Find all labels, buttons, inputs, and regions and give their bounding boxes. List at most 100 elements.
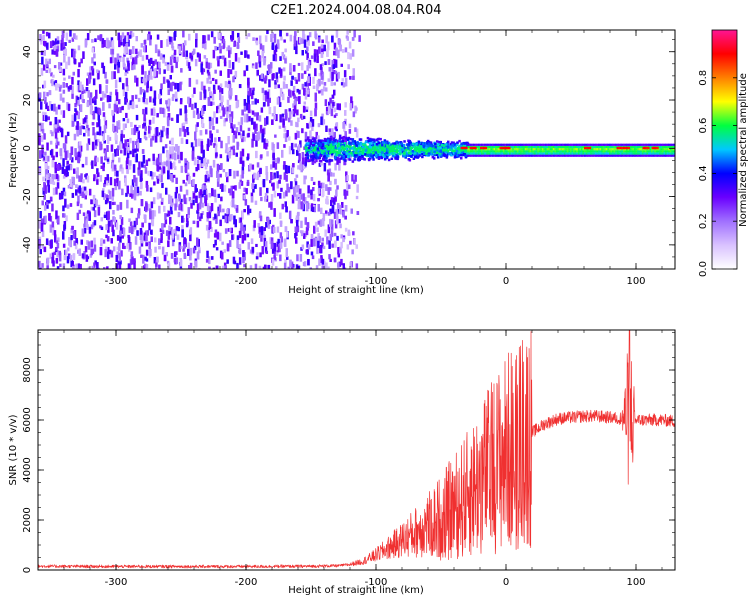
heatmap-cell: [495, 154, 498, 157]
heatmap-cell: [228, 169, 232, 177]
heatmap-cell: [274, 158, 278, 163]
heatmap-cell: [323, 137, 327, 141]
heatmap-cell: [268, 202, 271, 208]
heatmap-cell: [44, 156, 48, 162]
heatmap-cell: [219, 55, 222, 59]
heatmap-cell: [535, 145, 538, 149]
heatmap-cell: [77, 195, 80, 204]
heatmap-cell: [54, 234, 57, 243]
heatmap-cell: [125, 77, 129, 87]
heatmap-cell: [147, 170, 150, 176]
heatmap-cell: [131, 128, 134, 135]
heatmap-cell: [290, 263, 294, 269]
heatmap-cell: [152, 117, 155, 124]
heatmap-cell: [168, 225, 171, 232]
heatmap-cell: [130, 207, 134, 214]
heatmap-cell: [141, 235, 144, 244]
heatmap-cell: [184, 40, 187, 46]
heatmap-cell: [351, 139, 354, 142]
heatmap-cell: [161, 223, 164, 230]
heatmap-cell: [108, 95, 112, 102]
heatmap-cell: [372, 138, 376, 141]
heatmap-cell: [45, 42, 49, 48]
heatmap-cell: [277, 238, 280, 244]
heatmap-cell: [247, 100, 250, 108]
heatmap-cell: [484, 154, 487, 157]
heatmap-cell: [344, 131, 347, 137]
heatmap-cell: [284, 259, 287, 264]
heatmap-cell: [265, 222, 268, 228]
heatmap-cell: [563, 150, 566, 153]
heatmap-cell: [355, 263, 359, 269]
heatmap-cell: [546, 145, 549, 149]
heatmap-cell: [117, 65, 120, 74]
heatmap-cell: [482, 154, 485, 157]
heatmap-cell: [182, 30, 185, 38]
heatmap-cell: [601, 154, 604, 157]
heatmap-cell: [479, 154, 482, 157]
heatmap-cell: [176, 114, 179, 123]
heatmap-cell: [306, 222, 310, 228]
heatmap-cell: [378, 147, 382, 150]
heatmap-cell: [306, 52, 309, 60]
heatmap-cell: [261, 246, 264, 255]
heatmap-cell: [357, 159, 361, 162]
heatmap-cell: [320, 207, 323, 214]
heatmap-cell: [507, 143, 510, 146]
heatmap-cell: [251, 247, 255, 253]
heatmap-cell: [269, 64, 273, 74]
heatmap-cell: [186, 220, 189, 226]
heatmap-cell: [58, 250, 61, 256]
heatmap-cell: [467, 150, 470, 153]
heatmap-cell: [166, 260, 170, 264]
heatmap-cell: [180, 151, 183, 161]
heatmap-cell: [271, 113, 275, 117]
heatmap-cell: [71, 120, 74, 127]
heatmap-cell: [378, 149, 382, 152]
heatmap-cell: [366, 150, 370, 153]
heatmap-cell: [409, 150, 413, 154]
heatmap-cell: [62, 231, 65, 240]
heatmap-cell: [243, 209, 246, 213]
heatmap-cell: [349, 240, 352, 245]
heatmap-cell: [141, 162, 144, 166]
heatmap-cell: [518, 148, 521, 151]
heatmap-cell: [231, 31, 235, 40]
heatmap-cell: [90, 206, 94, 211]
heatmap-cell: [247, 104, 251, 114]
heatmap-cell: [345, 171, 348, 177]
heatmap-cell: [273, 33, 277, 43]
heatmap-cell: [555, 148, 559, 151]
heatmap-cell: [324, 148, 328, 151]
heatmap-cell: [202, 149, 205, 159]
heatmap-cell: [496, 148, 499, 151]
heatmap-cell: [309, 147, 312, 150]
heatmap-cell: [49, 150, 53, 156]
heatmap-cell: [335, 189, 338, 197]
heatmap-cell: [72, 253, 76, 261]
heatmap-cell: [248, 116, 251, 122]
heatmap-cell: [524, 143, 527, 146]
heatmap-cell: [114, 168, 117, 172]
heatmap-cell: [83, 89, 86, 94]
heatmap-cell: [555, 143, 559, 146]
heatmap-cell: [353, 140, 356, 143]
heatmap-cell: [333, 42, 337, 50]
heatmap-cell: [62, 82, 65, 88]
heatmap-cell: [106, 145, 109, 152]
heatmap-cell: [124, 123, 127, 129]
heatmap-cell: [273, 115, 276, 120]
heatmap-cell: [295, 264, 299, 269]
heatmap-cell: [305, 86, 308, 92]
heatmap-cell: [105, 224, 108, 231]
heatmap-cell: [327, 211, 331, 216]
heatmap-cell: [510, 145, 513, 149]
heatmap-cell: [198, 138, 201, 147]
heatmap-cell: [212, 84, 216, 91]
heatmap-cell: [446, 150, 450, 153]
heatmap-cell: [300, 38, 303, 45]
heatmap-cell: [329, 146, 333, 150]
heatmap-cell: [303, 175, 306, 185]
heatmap-cell: [377, 141, 381, 144]
heatmap-cell: [247, 94, 250, 103]
